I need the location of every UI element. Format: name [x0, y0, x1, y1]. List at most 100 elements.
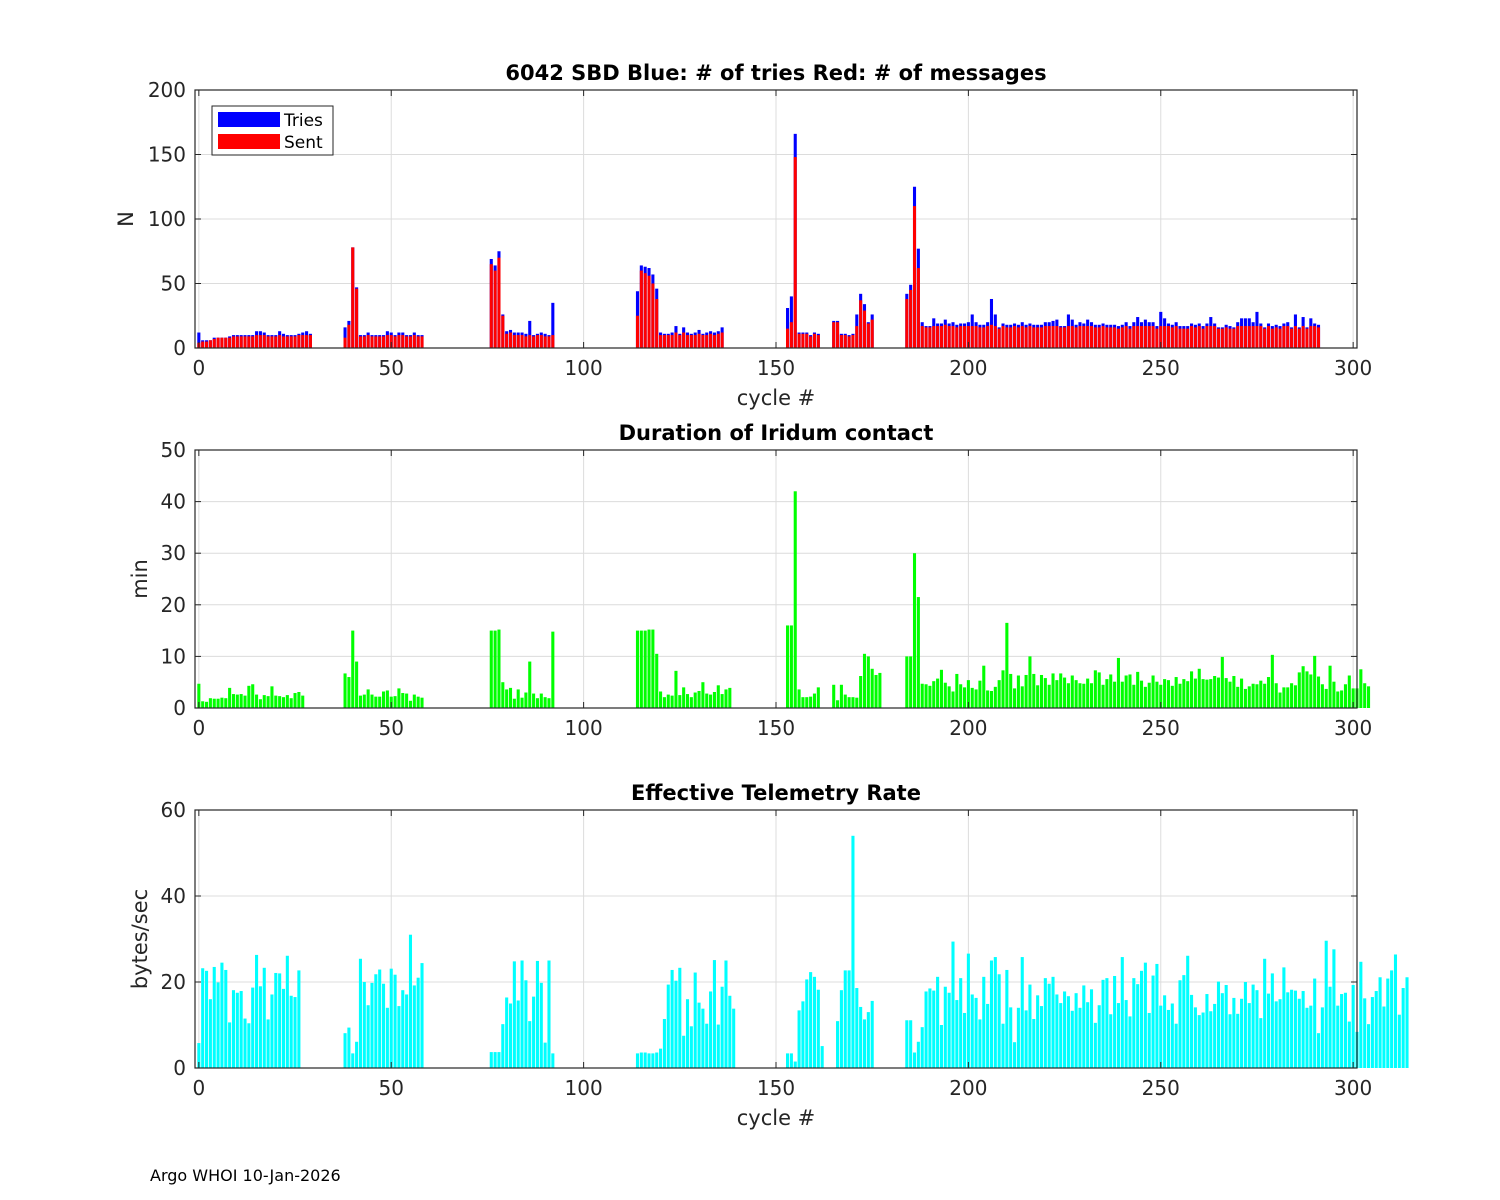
bar-sent	[643, 273, 647, 348]
telemetry-rate-chart: 0 50 100 150 200 250 300 0 20 40 60 Effective Tele…	[128, 781, 1409, 1130]
bar-sent	[1051, 326, 1055, 348]
bar-rate	[947, 992, 951, 1068]
bar-duration	[420, 697, 424, 708]
bar-duration	[874, 674, 878, 708]
bar-sent	[308, 335, 312, 348]
bar-sent	[405, 336, 409, 348]
bar-duration	[1032, 673, 1036, 708]
bar-sent	[685, 335, 690, 348]
bar-sent	[662, 335, 666, 348]
bar-rate	[1401, 988, 1405, 1068]
bar-duration	[812, 693, 817, 708]
bar-duration	[1151, 675, 1155, 708]
bar-sent	[951, 326, 955, 348]
bar-duration	[1305, 671, 1309, 708]
bar-rate	[666, 984, 670, 1068]
bar-sent	[635, 315, 640, 348]
bar-rate	[674, 980, 678, 1068]
bar-rate	[1232, 997, 1236, 1068]
bar-duration	[1105, 679, 1109, 708]
bar-duration	[1059, 673, 1063, 708]
bar-sent	[528, 335, 532, 348]
bar-rate	[281, 988, 286, 1068]
bar-duration	[939, 669, 943, 708]
bar-sent	[1293, 326, 1297, 348]
bar-duration	[412, 694, 416, 708]
bar-duration	[851, 697, 855, 708]
bar-sent	[285, 336, 289, 348]
bar-rate	[1274, 1001, 1278, 1068]
bar-rate	[539, 982, 543, 1068]
bar-duration	[909, 656, 913, 708]
bar-rate	[1013, 1042, 1017, 1068]
bar-rate	[1001, 1023, 1005, 1068]
bar-duration	[1316, 676, 1321, 708]
bar-duration	[385, 690, 389, 708]
bar-rate	[982, 976, 986, 1068]
chart-title: 6042 SBD Blue: # of tries Red: # of mess…	[505, 61, 1046, 85]
bar-sent	[293, 336, 297, 348]
bar-sent	[243, 336, 247, 348]
bar-sent	[920, 326, 924, 348]
footer-credit: Argo WHOI 10-Jan-2026	[150, 1166, 341, 1185]
bar-duration	[843, 694, 847, 708]
bar-rate	[1293, 990, 1297, 1068]
bar-rate	[1320, 1007, 1324, 1068]
bar-rate	[1063, 991, 1067, 1068]
y-tick-label: 0	[173, 1056, 186, 1080]
bar-rate	[1390, 970, 1394, 1068]
bar-duration	[836, 700, 840, 708]
bar-rate	[809, 972, 813, 1068]
bar-duration	[682, 687, 686, 708]
bar-rate	[1139, 970, 1144, 1068]
bar-sent	[786, 328, 790, 348]
bar-duration	[1240, 678, 1244, 708]
bar-duration	[501, 682, 505, 708]
bar-sent	[924, 327, 928, 348]
bar-rate	[1178, 980, 1182, 1068]
bar-rate	[989, 960, 994, 1068]
bar-sent	[1063, 327, 1067, 348]
bar-sent	[839, 335, 843, 348]
bar-duration	[724, 689, 728, 708]
bar-sent	[251, 336, 255, 348]
bar-duration	[1251, 683, 1255, 708]
bar-sent	[682, 332, 686, 348]
bar-sent	[1240, 326, 1244, 348]
bar-duration	[647, 629, 651, 708]
bar-rate	[1263, 958, 1267, 1068]
bar-duration	[716, 685, 720, 708]
bar-rate	[812, 976, 817, 1068]
bar-rate	[816, 989, 820, 1068]
bar-duration	[524, 692, 528, 708]
bar-duration	[1001, 670, 1005, 708]
x-tick-label: 200	[949, 356, 987, 380]
y-tick-label: 10	[161, 644, 186, 668]
bar-duration	[1089, 683, 1094, 708]
bar-rate	[1297, 998, 1301, 1068]
bar-sent	[378, 336, 382, 348]
bar-duration	[951, 691, 955, 708]
bar-duration	[1147, 682, 1151, 708]
bar-duration	[1328, 665, 1332, 708]
bar-duration	[1005, 622, 1009, 708]
y-tick-label: 50	[161, 438, 186, 462]
bar-sent	[401, 335, 405, 348]
bar-rate	[366, 1005, 370, 1068]
bar-sent	[701, 335, 705, 348]
bar-duration	[358, 695, 362, 708]
bar-rate	[1197, 1015, 1201, 1068]
bar-sent	[862, 310, 867, 348]
bar-rate	[1228, 1014, 1232, 1068]
bar-duration	[639, 630, 643, 708]
bar-rate	[1213, 1003, 1217, 1068]
bar-rate	[1136, 984, 1140, 1068]
bar-duration	[393, 696, 397, 708]
bar-sent	[1174, 326, 1178, 348]
bar-rate	[951, 941, 955, 1068]
bar-duration	[1309, 674, 1313, 708]
bar-sent	[978, 327, 982, 348]
bar-sent	[1032, 327, 1036, 348]
bar-rate	[208, 999, 212, 1068]
bar-sent	[1263, 328, 1267, 348]
